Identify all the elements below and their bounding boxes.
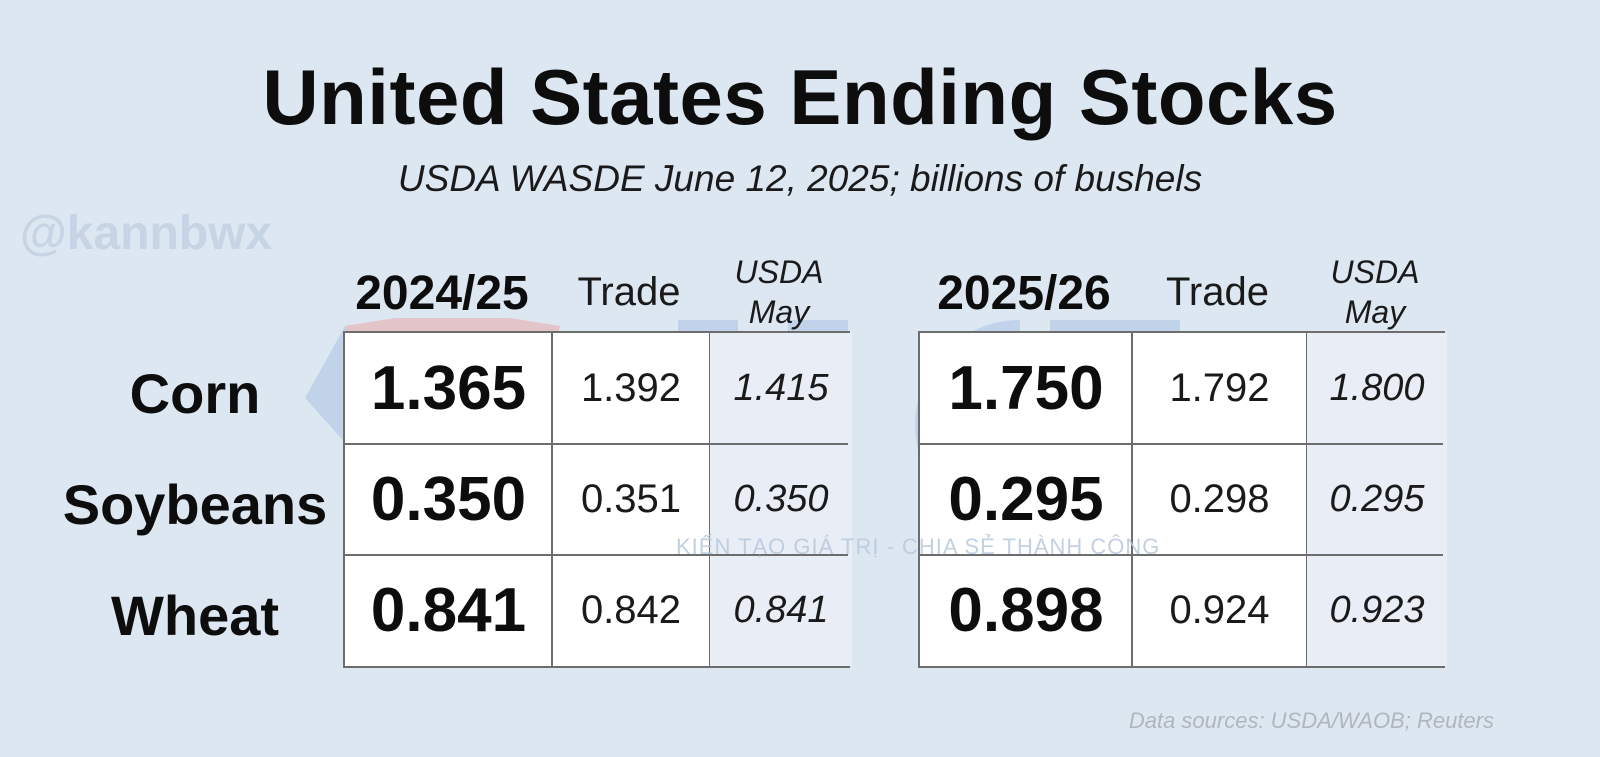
row-label-wheat: Wheat — [111, 584, 279, 647]
cell-may-corn: 1.415 — [710, 333, 852, 444]
cell-estimate-corn: 1.365 — [370, 354, 527, 423]
column-divider — [1131, 333, 1133, 666]
trade-header-2: Trade — [1165, 270, 1269, 314]
row-label-soybeans: Soybeans — [62, 473, 328, 536]
watermark-handle: @kannbwx — [20, 207, 273, 260]
cell-may-soybeans: 0.295 — [1307, 444, 1447, 555]
data-source-note: Data sources: USDA/WAOB; Reuters — [1128, 708, 1494, 733]
cell-may-soybeans: 0.350 — [710, 444, 852, 555]
cell-estimate-soybeans: 0.350 — [370, 465, 527, 534]
cell-trade-soybeans: 0.298 — [1169, 477, 1270, 521]
cell-trade-corn: 1.792 — [1169, 366, 1270, 410]
usda-may-header-2-line1: USDA — [1330, 254, 1420, 290]
cell-estimate-wheat: 0.841 — [370, 576, 527, 645]
row-label-corn: Corn — [129, 362, 261, 425]
year-header-2025-26: 2025/26 — [937, 267, 1111, 320]
usda-may-header-1-line1: USDA — [734, 254, 824, 290]
cell-estimate-wheat: 0.898 — [948, 576, 1104, 645]
cell-may-corn: 1.800 — [1307, 333, 1447, 444]
row-divider — [345, 443, 848, 445]
usda-may-header-2: USDA May — [1305, 252, 1445, 332]
cell-trade-soybeans: 0.351 — [580, 477, 682, 521]
usda-may-header-2-line2: May — [1344, 294, 1406, 330]
row-divider — [920, 443, 1443, 445]
cell-trade-corn: 1.392 — [580, 366, 682, 410]
watermark-tagline: KIẾN TẠO GIÁ TRỊ - CHIA SẺ THÀNH CÔNG — [676, 534, 1161, 559]
usda-may-header-1-line2: May — [748, 294, 810, 330]
cell-may-wheat: 0.923 — [1307, 555, 1447, 666]
column-divider — [551, 333, 553, 666]
table-2024-25: 1.365 0.350 0.841 1.392 0.351 0.842 1.415 0.350… — [343, 331, 852, 668]
cell-trade-wheat: 0.924 — [1169, 588, 1270, 632]
cell-estimate-corn: 1.750 — [948, 354, 1104, 423]
cell-estimate-soybeans: 0.295 — [948, 465, 1104, 534]
page-title: United States Ending Stocks — [262, 53, 1338, 141]
cell-may-wheat: 0.841 — [710, 555, 852, 666]
table-2025-26: 1.750 0.295 0.898 1.792 0.298 0.924 1.800 0.295… — [918, 331, 1447, 668]
year-header-2024-25: 2024/25 — [355, 267, 529, 320]
usda-may-header-1: USDA May — [708, 252, 850, 332]
row-divider — [920, 554, 1443, 556]
row-divider — [345, 554, 848, 556]
page-subtitle: USDA WASDE June 12, 2025; billions of bu… — [397, 158, 1203, 199]
trade-header-1: Trade — [577, 270, 681, 314]
cell-trade-wheat: 0.842 — [580, 588, 682, 632]
